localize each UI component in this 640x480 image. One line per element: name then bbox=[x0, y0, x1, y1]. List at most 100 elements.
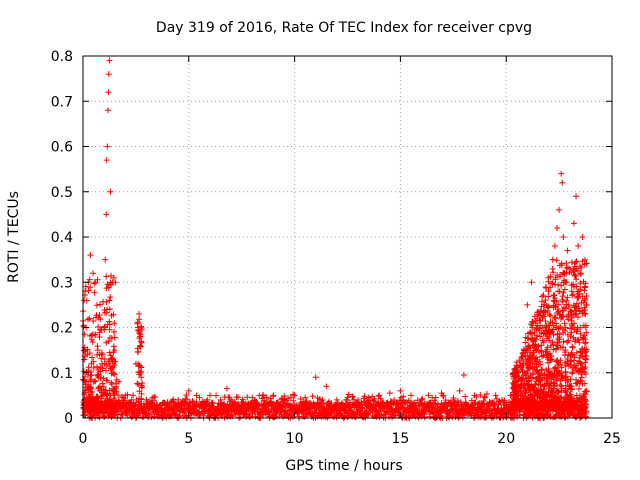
data-point bbox=[516, 384, 523, 391]
data-point bbox=[137, 368, 144, 375]
data-point bbox=[566, 391, 573, 398]
data-point bbox=[172, 411, 179, 418]
data-point bbox=[84, 351, 91, 358]
data-point bbox=[106, 387, 113, 394]
data-point bbox=[550, 331, 557, 338]
data-point bbox=[520, 346, 527, 353]
data-point bbox=[111, 396, 118, 403]
data-point bbox=[558, 282, 565, 289]
data-point bbox=[555, 367, 562, 374]
data-point bbox=[224, 402, 231, 409]
data-point bbox=[567, 325, 574, 332]
data-point bbox=[547, 382, 554, 389]
data-point bbox=[535, 381, 542, 388]
data-point bbox=[574, 288, 581, 295]
data-point bbox=[546, 311, 553, 318]
data-point bbox=[109, 366, 116, 373]
data-point bbox=[579, 380, 586, 387]
data-point bbox=[407, 392, 414, 399]
y-tick-label: 0.2 bbox=[51, 321, 73, 337]
data-point bbox=[106, 57, 113, 64]
data-point bbox=[223, 385, 230, 392]
data-point bbox=[549, 319, 556, 326]
data-point bbox=[108, 334, 115, 341]
data-point bbox=[84, 400, 91, 407]
data-point bbox=[546, 373, 553, 380]
data-point bbox=[103, 309, 110, 316]
data-point bbox=[419, 395, 426, 402]
data-point bbox=[86, 315, 93, 322]
data-point bbox=[565, 351, 572, 358]
data-point bbox=[578, 369, 585, 376]
data-point bbox=[132, 360, 139, 367]
data-point bbox=[238, 399, 245, 406]
data-point bbox=[571, 326, 578, 333]
data-point bbox=[104, 281, 111, 288]
data-point bbox=[561, 327, 568, 334]
data-point bbox=[545, 293, 552, 300]
data-point bbox=[511, 370, 518, 377]
data-point bbox=[93, 398, 100, 405]
data-point bbox=[106, 318, 113, 325]
data-point bbox=[518, 388, 525, 395]
data-point bbox=[138, 326, 145, 333]
data-point bbox=[361, 393, 368, 400]
data-point bbox=[577, 377, 584, 384]
data-point bbox=[537, 333, 544, 340]
data-point bbox=[549, 374, 556, 381]
data-point bbox=[543, 396, 550, 403]
data-point bbox=[564, 360, 571, 367]
data-point bbox=[541, 371, 548, 378]
data-point bbox=[574, 294, 581, 301]
data-point bbox=[109, 279, 116, 286]
data-point bbox=[175, 396, 182, 403]
data-point bbox=[562, 389, 569, 396]
data-point bbox=[115, 378, 122, 385]
data-point bbox=[564, 400, 571, 407]
data-point bbox=[135, 324, 142, 331]
data-point bbox=[426, 399, 433, 406]
data-point bbox=[102, 400, 109, 407]
data-point bbox=[567, 382, 574, 389]
data-point bbox=[573, 349, 580, 356]
data-point bbox=[522, 370, 529, 377]
data-point bbox=[148, 414, 155, 421]
y-tick-label: 0 bbox=[64, 411, 73, 427]
data-point bbox=[431, 397, 438, 404]
data-point bbox=[130, 392, 137, 399]
data-point bbox=[550, 401, 557, 408]
data-point bbox=[99, 405, 106, 412]
data-point bbox=[103, 211, 110, 218]
data-point bbox=[84, 346, 91, 353]
data-point bbox=[573, 380, 580, 387]
data-point bbox=[582, 355, 589, 362]
data-point bbox=[290, 391, 297, 398]
x-axis-label: GPS time / hours bbox=[285, 458, 402, 474]
data-point bbox=[579, 258, 586, 265]
data-point bbox=[554, 389, 561, 396]
data-point bbox=[85, 364, 92, 371]
data-point bbox=[545, 327, 552, 334]
data-point bbox=[523, 405, 530, 412]
data-point bbox=[572, 273, 579, 280]
data-point bbox=[482, 394, 489, 401]
data-point bbox=[567, 376, 574, 383]
data-point bbox=[456, 387, 463, 394]
data-point bbox=[518, 399, 525, 406]
data-point bbox=[578, 374, 585, 381]
data-point bbox=[538, 342, 545, 349]
data-point bbox=[551, 243, 558, 250]
data-point bbox=[545, 388, 552, 395]
data-point bbox=[365, 411, 372, 418]
data-point bbox=[346, 399, 353, 406]
data-point bbox=[217, 396, 224, 403]
data-point bbox=[104, 107, 111, 114]
data-point bbox=[570, 291, 577, 298]
data-point bbox=[577, 271, 584, 278]
data-point bbox=[460, 372, 467, 379]
data-point bbox=[568, 358, 575, 365]
data-point bbox=[397, 387, 404, 394]
data-point bbox=[282, 407, 289, 414]
data-point bbox=[96, 311, 103, 318]
data-point bbox=[576, 385, 583, 392]
